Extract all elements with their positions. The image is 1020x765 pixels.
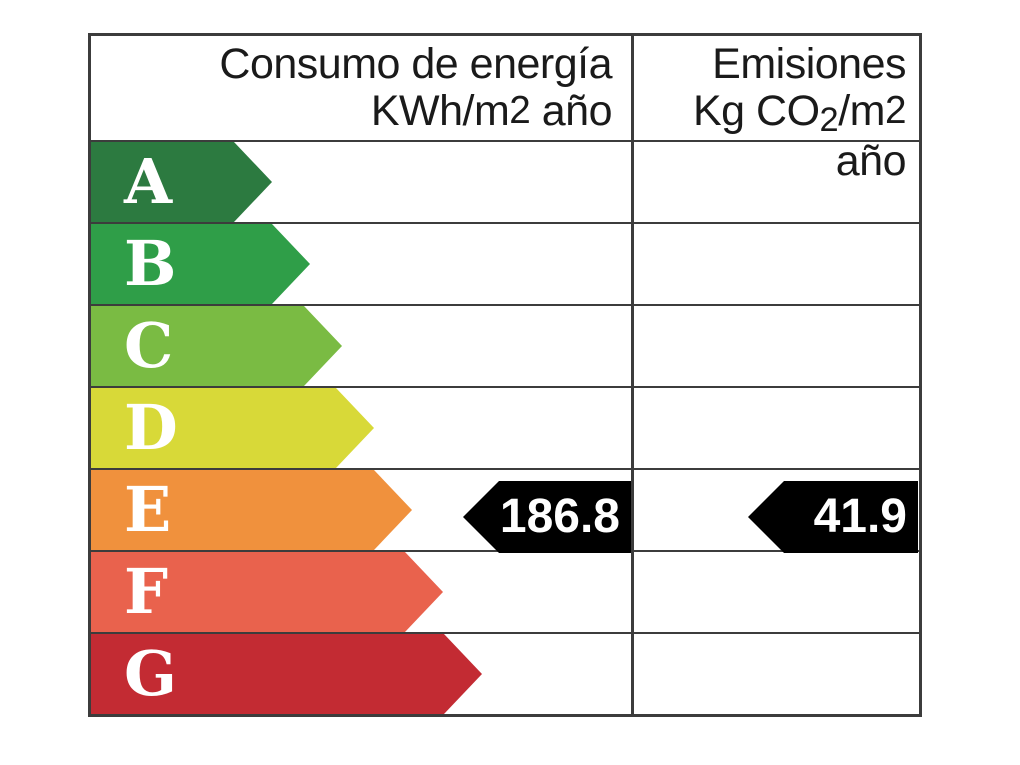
grade-arrow-f: F — [91, 552, 443, 632]
grade-arrow-c: C — [91, 306, 342, 386]
grade-arrow-a: A — [91, 142, 272, 222]
column-divider — [631, 36, 634, 714]
energy-certificate-table: Consumo de energía KWh/m2 año Emisiones … — [88, 33, 922, 717]
rating-row-d: D — [91, 388, 919, 470]
grade-letter-c: C — [124, 309, 174, 382]
rating-row-g: G — [91, 634, 919, 714]
grade-arrow-e: E — [91, 470, 412, 550]
grade-letter-b: B — [124, 227, 177, 300]
emissions-value: 41.9 — [813, 490, 907, 543]
rating-row-a: A — [91, 142, 919, 224]
grade-arrow-d: D — [91, 388, 374, 468]
emissions-title: Emisiones — [712, 40, 906, 88]
consumption-title: Consumo de energía — [219, 40, 612, 88]
consumption-unit-exponent: 2 — [509, 89, 531, 133]
grade-arrow-b: B — [91, 224, 310, 304]
emissions-column-header: Emisiones Kg CO2/m2 año — [631, 36, 919, 185]
grade-letter-g: G — [124, 637, 177, 710]
emissions-unit: Kg CO2/m2 año — [693, 87, 907, 185]
consumption-value-marker: 186.8 — [463, 481, 631, 553]
rating-row-b: B — [91, 224, 919, 306]
grade-letter-e: E — [124, 473, 172, 546]
emissions-value-marker: 41.9 — [748, 481, 918, 553]
consumption-value: 186.8 — [499, 490, 620, 543]
rating-row-f: F — [91, 552, 919, 634]
rating-row-c: C — [91, 306, 919, 388]
rating-row-e: E 186.8 41.9 — [91, 470, 919, 553]
consumption-unit: KWh/m2 año — [370, 87, 613, 135]
emissions-unit-exponent: 2 — [884, 89, 907, 133]
emissions-co2-subscript: 2 — [819, 100, 839, 139]
grade-letter-f: F — [124, 555, 169, 628]
table-header: Consumo de energía KWh/m2 año Emisiones … — [91, 36, 919, 185]
grade-letter-a: A — [124, 145, 173, 218]
consumption-column-header: Consumo de energía KWh/m2 año — [91, 36, 631, 140]
grade-letter-d: D — [124, 391, 178, 464]
grade-arrow-g: G — [91, 634, 482, 714]
